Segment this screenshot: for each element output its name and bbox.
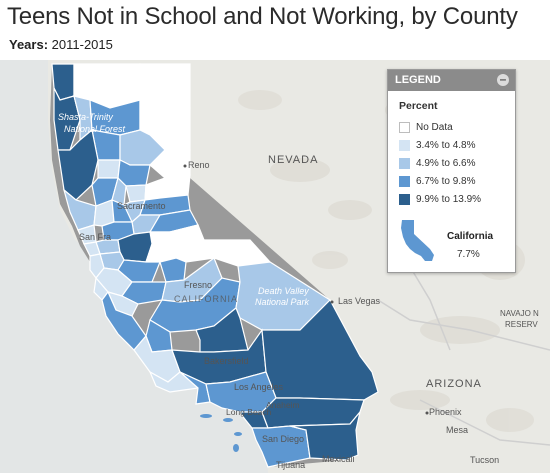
anaheim-label: Anaheim (266, 400, 300, 410)
legend-items: No Data 3.4% to 4.8% 4.9% to 6.6% 6.7% to 9… (388, 118, 515, 208)
county-sierra (149, 149, 191, 179)
years-label: Years: (9, 37, 49, 52)
san-francisco-label: San Fra (79, 232, 111, 242)
legend-item-label: 9.9% to 13.9% (416, 193, 482, 205)
bakersfield-label: Bakersfield (204, 356, 249, 366)
city-dots (183, 164, 429, 415)
california-shape-icon (401, 220, 434, 261)
map-canvas: NEVADA CALIFORNIA ARIZONA NAVAJO N RESER… (0, 60, 550, 473)
death-valley-label-2: National Park (255, 297, 310, 307)
los-angeles-label: Los Angeles (234, 382, 284, 392)
legend-swatch (399, 139, 410, 151)
legend-item-label: 4.9% to 6.6% (416, 157, 476, 169)
county-yuba (125, 184, 147, 203)
phoenix-label: Phoenix (429, 407, 462, 417)
legend-item: 9.9% to 13.9% (399, 190, 515, 208)
mexicali-label: Mexicali (322, 454, 355, 464)
legend-swatch (399, 193, 410, 205)
navajo-label-2: RESERV (505, 320, 538, 329)
county-imperial (289, 411, 361, 461)
san-diego-label: San Diego (262, 434, 304, 444)
county-glenn (97, 159, 121, 179)
tijuana-label: Tijuana (276, 460, 305, 470)
california-label: CALIFORNIA (174, 294, 238, 304)
header: Teens Not in School and Not Working, by … (0, 0, 550, 60)
legend-item: 6.7% to 9.8% (399, 172, 515, 190)
death-valley-label-1: Death Valley (258, 286, 309, 296)
county-mariposa (159, 257, 187, 283)
las-vegas-label: Las Vegas (338, 296, 381, 306)
legend-item: 4.9% to 6.6% (399, 154, 515, 172)
navajo-label-1: NAVAJO N (500, 309, 539, 318)
legend-item-label: 6.7% to 9.8% (416, 175, 476, 187)
state-summary: California 7.7% (399, 218, 505, 264)
ocean (0, 60, 268, 473)
channel-islands (200, 414, 242, 452)
reno-label: Reno (188, 160, 210, 170)
arizona-label: ARIZONA (426, 378, 482, 390)
legend-panel: LEGEND – Percent No Data 3.4% to 4.8% 4.9%… (387, 69, 516, 273)
tucson-label: Tucson (470, 455, 499, 465)
county-tuolumne (171, 239, 215, 263)
long-beach-label: Long Beach (226, 407, 272, 417)
legend-item: No Data (399, 118, 515, 136)
shasta-forest-label-2: National Forest (64, 124, 126, 134)
shasta-forest-label-1: Shasta-Trinity (58, 112, 113, 122)
map-labels: NEVADA CALIFORNIA ARIZONA NAVAJO N RESER… (58, 112, 539, 470)
legend-heading: LEGEND (395, 74, 441, 86)
collapse-icon[interactable]: – (497, 73, 509, 86)
sacramento-label: Sacramento (117, 201, 166, 211)
county-humboldt (53, 87, 81, 151)
counties[interactable] (51, 63, 379, 468)
legend-swatch (399, 121, 410, 133)
legend-subtitle: Percent (399, 100, 438, 112)
page-title: Teens Not in School and Not Working, by … (7, 3, 518, 30)
fresno-label: Fresno (184, 280, 212, 290)
legend-item: 3.4% to 4.8% (399, 136, 515, 154)
nevada-label: NEVADA (268, 154, 318, 166)
years-value: 2011-2015 (51, 37, 113, 52)
mesa-label: Mesa (446, 425, 468, 435)
legend-header: LEGEND – (388, 70, 515, 91)
legend-swatch (399, 157, 410, 169)
legend-swatch (399, 175, 410, 187)
state-name: California (447, 231, 494, 242)
legend-item-label: No Data (416, 121, 453, 133)
years-line: Years: 2011-2015 (9, 37, 113, 52)
state-value: 7.7% (457, 249, 480, 260)
legend-item-label: 3.4% to 4.8% (416, 139, 476, 151)
